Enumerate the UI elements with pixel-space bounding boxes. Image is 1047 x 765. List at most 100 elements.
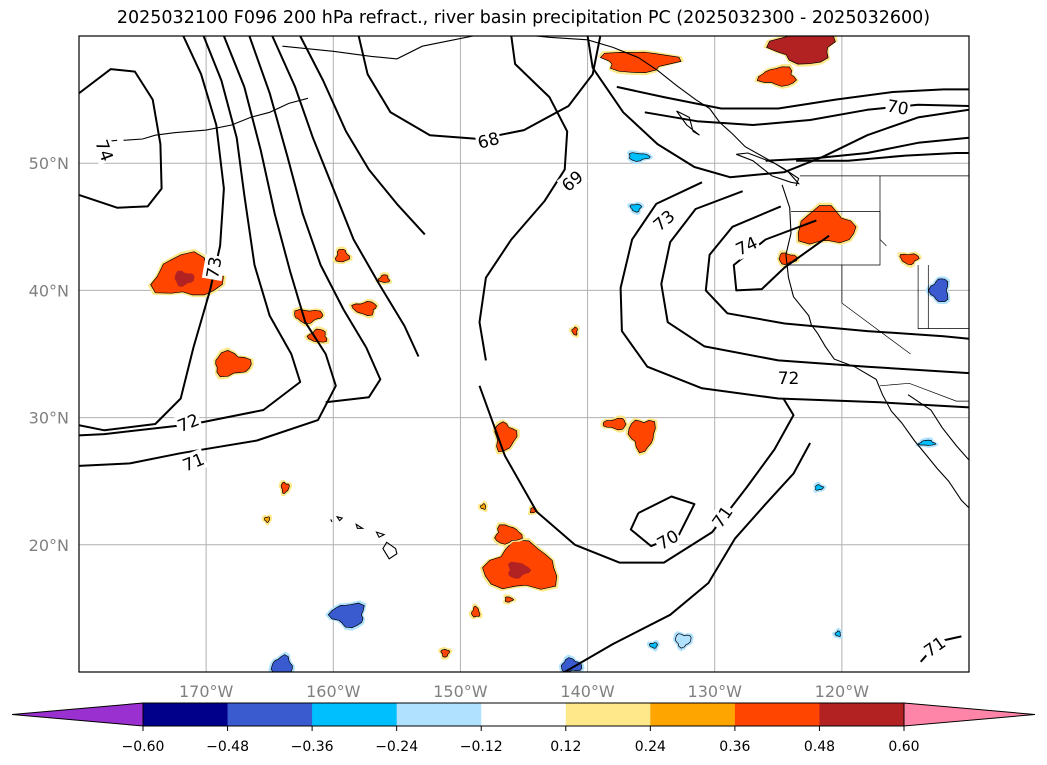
precip-blob [502, 594, 517, 605]
state-border [841, 265, 911, 355]
lon-tick-label: 150°W [433, 682, 488, 701]
precip-blob [763, 36, 838, 67]
colorbar-tick-label: 0.24 [635, 739, 666, 755]
contour-line [732, 219, 830, 292]
coastlines [104, 36, 969, 560]
contour-line [704, 205, 969, 340]
contour-line [271, 36, 420, 357]
colorbar-tick-label: −0.24 [375, 739, 418, 755]
colorbar-segment [650, 703, 736, 726]
colorbar-tick-label: −0.12 [460, 739, 503, 755]
coastline [382, 541, 398, 560]
lon-tick-label: 130°W [688, 682, 743, 701]
contour-line [79, 36, 337, 467]
colorbar-segment [565, 703, 651, 726]
colorbar-segment [396, 703, 482, 726]
precip-blob [348, 298, 379, 319]
svg-text:73: 73 [203, 255, 226, 280]
precip-blob [278, 479, 293, 497]
coastline [709, 108, 800, 187]
lat-tick-labels: 20°N 30°N 40°N 50°N [29, 154, 69, 555]
precip-blob [268, 651, 295, 672]
svg-text:70: 70 [885, 96, 910, 119]
state-border [879, 382, 969, 402]
map-title: 2025032100 F096 200 hPa refract., river … [116, 8, 931, 28]
colorbar-segment [481, 703, 567, 726]
contour-line [616, 85, 969, 110]
colorbar-tick-label: 0.36 [719, 739, 750, 755]
precip-blob [468, 603, 483, 620]
precip-blob [897, 251, 922, 268]
contour-line [478, 36, 569, 361]
colorbar-tick-label: −0.36 [291, 739, 334, 755]
colorbar-under-arrow [11, 702, 144, 727]
contour-label: 70 [884, 95, 912, 120]
contour-line [629, 495, 696, 548]
contour-label: 72 [776, 368, 801, 389]
lat-tick-label: 30°N [29, 409, 69, 428]
coastline [355, 523, 365, 529]
contour-label: 73 [201, 253, 227, 282]
precip-blob [437, 647, 453, 660]
coastline [335, 515, 344, 522]
precip-shading [147, 36, 951, 672]
precip-blob [492, 522, 526, 547]
lon-tick-label: 140°W [560, 682, 615, 701]
colorbar-tick-label: −0.48 [206, 739, 249, 755]
lon-tick-label: 120°W [815, 682, 870, 701]
colorbar-tick-label: 0.48 [804, 739, 835, 755]
colorbar-tick-label: 0.60 [888, 739, 919, 755]
colorbar-segment [312, 703, 398, 726]
precip-blob [479, 537, 560, 592]
precip-blob [626, 150, 654, 165]
precip-blob [568, 324, 580, 338]
contour-line [299, 36, 426, 236]
colorbar-frame [142, 702, 905, 727]
contour-line [796, 152, 969, 162]
lon-tick-label: 170°W [179, 682, 234, 701]
lat-tick-label: 50°N [29, 154, 69, 173]
refractivity-contours [79, 36, 969, 672]
contour-line [248, 36, 382, 404]
precip-blob [672, 631, 694, 652]
coastline [375, 531, 386, 538]
contour-line [79, 36, 225, 432]
colorbar-segment [227, 703, 313, 726]
colorbar-tick-label: 0.12 [550, 739, 581, 755]
precip-blob [325, 600, 367, 631]
precip-blob [754, 64, 799, 89]
contour-line [660, 190, 969, 375]
precip-blob [477, 500, 488, 513]
precip-blob [813, 481, 827, 493]
colorbar-tick-label: −0.60 [122, 739, 165, 755]
precip-blob [528, 504, 540, 516]
state-border [917, 265, 969, 329]
coastline [736, 152, 801, 185]
precip-blob [832, 628, 843, 639]
contour-line [478, 385, 795, 564]
contour-line [619, 181, 969, 409]
map-frame [78, 35, 970, 673]
colorbar: −0.60 −0.48 −0.36 −0.24 −0.12 0.12 0.24 0.36 0.4… [11, 702, 1036, 755]
coastline [330, 519, 333, 523]
lat-tick-label: 40°N [29, 281, 69, 300]
contour-line [644, 103, 969, 126]
coastline [907, 394, 969, 461]
coastline [123, 97, 309, 141]
coastline [676, 110, 700, 136]
coastline [282, 36, 710, 109]
colorbar-over-arrow [903, 702, 1036, 727]
colorbar-segment [143, 703, 229, 726]
precip-blob [375, 272, 393, 285]
svg-text:72: 72 [778, 369, 800, 389]
precip-blob [915, 437, 939, 448]
lon-tick-labels: 170°W 160°W 150°W 140°W 130°W 120°W [179, 682, 869, 701]
precip-blob [626, 201, 645, 216]
lat-tick-label: 20°N [29, 536, 69, 555]
contour-line [564, 442, 811, 672]
lon-tick-label: 160°W [306, 682, 361, 701]
precip-blob [213, 347, 255, 380]
precip-blob [332, 246, 353, 265]
precip-blob [600, 415, 629, 433]
